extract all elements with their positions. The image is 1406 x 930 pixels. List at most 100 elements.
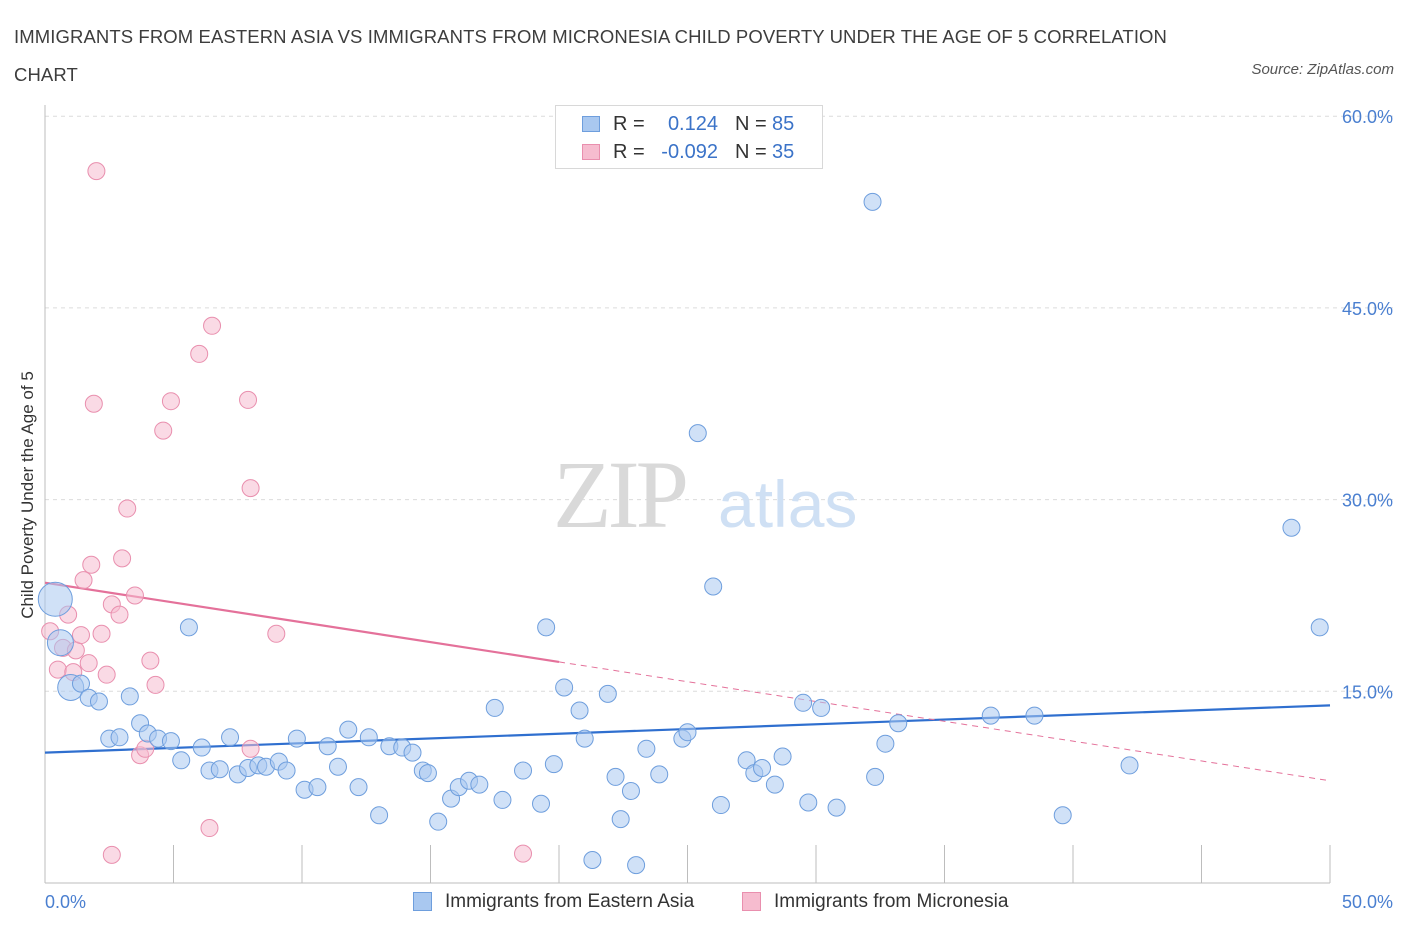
watermark-atlas: atlas [718,467,857,541]
stats-row-eastern-asia: R = 0.124 N = 85 [556,110,822,138]
data-point-eastern-asia [403,743,422,762]
data-point-eastern-asia [866,767,885,786]
data-point-eastern-asia [370,806,389,825]
data-point-eastern-asia [889,714,908,733]
data-point-eastern-asia [46,629,74,657]
data-point-eastern-asia [537,618,556,637]
data-point-eastern-asia [555,678,574,697]
data-point-eastern-asia [650,765,669,784]
legend-swatch-pink [742,892,761,911]
r-label: R = [613,113,645,135]
n-value: 85 [772,113,795,135]
data-point-eastern-asia [794,693,813,712]
data-point-eastern-asia [611,810,630,829]
data-point-micronesia [161,392,180,411]
data-point-eastern-asia [210,760,229,779]
data-point-eastern-asia [678,723,697,742]
data-point-eastern-asia [277,761,296,780]
data-point-eastern-asia [110,728,129,747]
data-point-eastern-asia [827,798,846,817]
stats-box: R = 0.124 N = 85 R = -0.092 N = 35 [555,105,823,169]
data-point-micronesia [74,571,93,590]
data-point-eastern-asia [799,793,818,812]
data-point-eastern-asia [688,424,707,443]
data-point-micronesia [82,555,101,574]
data-point-eastern-asia [221,728,240,747]
data-point-eastern-asia [179,618,198,637]
data-point-micronesia [190,344,209,363]
data-point-micronesia [87,162,106,181]
data-point-eastern-asia [359,728,378,747]
data-point-eastern-asia [1025,706,1044,725]
data-point-micronesia [110,605,129,624]
data-point-micronesia [118,499,137,518]
data-point-eastern-asia [1310,618,1329,637]
data-point-eastern-asia [71,674,90,693]
data-point-eastern-asia [287,729,306,748]
data-point-eastern-asia [575,729,594,748]
data-point-eastern-asia [328,757,347,776]
data-point-micronesia [102,845,121,864]
r-label: R = [613,141,645,163]
data-point-eastern-asia [606,767,625,786]
data-point-eastern-asia [318,737,337,756]
data-point-micronesia [125,586,144,605]
data-point-eastern-asia [627,856,646,875]
data-point-eastern-asia [704,577,723,596]
y-tick-label: 45.0% [1342,299,1393,319]
n-label: N = [735,141,767,163]
data-point-eastern-asia [570,701,589,720]
data-point-eastern-asia [470,775,489,794]
data-point-micronesia [97,665,116,684]
legend-swatch-blue [413,892,432,911]
label-layer: 15.0% 30.0% 45.0% 60.0% 0.0% 50.0% [45,107,1393,912]
stats-row-micronesia: R = -0.092 N = 35 [556,138,822,166]
legend-label: Immigrants from Micronesia [774,891,1009,912]
data-point-micronesia [239,390,258,409]
blue-swatch [582,116,600,132]
data-point-micronesia [113,549,132,568]
source-credit: Source: ZipAtlas.com [1251,61,1394,78]
data-point-eastern-asia [429,812,448,831]
data-point-eastern-asia [753,758,772,777]
data-point-eastern-asia [339,720,358,739]
data-point-eastern-asia [308,778,327,797]
data-point-eastern-asia [192,738,211,757]
data-point-eastern-asia [1282,518,1301,537]
n-value: 35 [772,141,795,163]
data-point-eastern-asia [172,751,191,770]
data-point-eastern-asia [765,775,784,794]
watermark-zip: ZIP [553,441,686,548]
data-point-micronesia [514,844,533,863]
data-point-micronesia [267,624,286,643]
trend-layer [44,581,1331,782]
data-point-eastern-asia [1120,756,1139,775]
data-point-eastern-asia [711,796,730,815]
axis-layer [44,105,1331,884]
data-point-eastern-asia [637,739,656,758]
data-point-micronesia [154,421,173,440]
y-tick-label: 60.0% [1342,107,1393,127]
y-tick-label: 15.0% [1342,682,1393,702]
data-point-eastern-asia [773,747,792,766]
x-tick-label: 50.0% [1342,892,1393,912]
data-point-eastern-asia [1053,806,1072,825]
data-point-eastern-asia [120,687,139,706]
data-point-eastern-asia [544,755,563,774]
n-label: N = [735,113,767,135]
data-point-eastern-asia [532,794,551,813]
data-point-eastern-asia [876,734,895,753]
point-layer [37,162,1329,875]
y-axis-label: Child Poverty Under the Age of 5 [18,371,37,619]
data-point-eastern-asia [981,706,1000,725]
r-value: -0.092 [661,141,718,163]
data-point-micronesia [203,316,222,335]
data-point-eastern-asia [583,850,602,869]
r-value: 0.124 [667,113,718,135]
data-point-micronesia [79,654,98,673]
data-point-micronesia [48,660,67,679]
data-point-micronesia [241,479,260,498]
data-point-micronesia [200,819,219,838]
data-point-micronesia [71,626,90,645]
data-point-eastern-asia [812,698,831,717]
